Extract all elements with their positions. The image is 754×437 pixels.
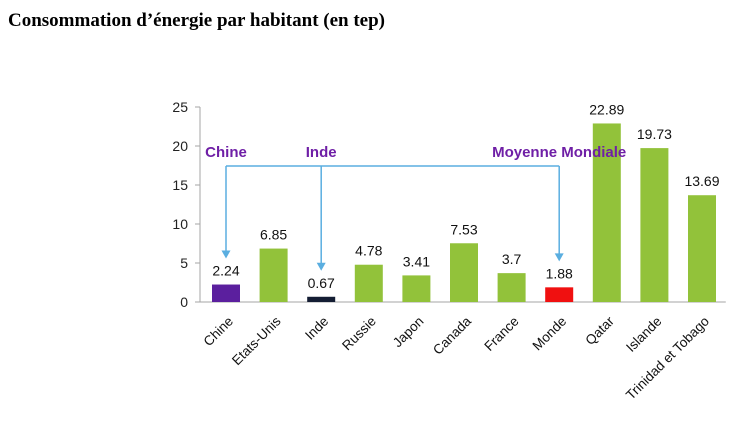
bar-russie (354, 264, 383, 302)
value-label: 13.69 (684, 173, 719, 189)
bar-chine (212, 284, 240, 302)
bar-japon (402, 275, 431, 302)
value-label: 6.85 (260, 227, 287, 243)
value-label: 7.53 (450, 221, 477, 237)
y-tick-label: 5 (180, 255, 188, 271)
value-label: 1.88 (546, 265, 573, 281)
category-label: France (481, 314, 521, 354)
category-label: Qatar (582, 313, 617, 348)
value-label: 2.24 (212, 263, 239, 279)
y-tick-label: 0 (180, 294, 188, 310)
annotation-label: Chine (205, 144, 247, 161)
page-title: Consommation d’énergie par habitant (en … (8, 10, 386, 31)
bar-canada (450, 243, 478, 302)
category-label: Monde (530, 314, 570, 354)
bar-islande (640, 148, 669, 302)
value-label: 0.67 (308, 275, 335, 291)
category-label: Chine (201, 314, 237, 350)
category-label: Etats-Unis (229, 313, 284, 368)
value-label: 4.78 (355, 243, 382, 259)
category-label: Russie (339, 314, 379, 354)
category-label: Japon (390, 314, 427, 351)
value-label: 3.7 (502, 251, 522, 267)
y-tick-label: 10 (172, 216, 188, 232)
value-label: 3.41 (403, 253, 430, 269)
y-tick-label: 15 (172, 177, 188, 193)
bar-france (497, 273, 526, 302)
bars (212, 123, 716, 302)
annotation-arrows (221, 165, 564, 271)
annotation-arrowhead (316, 262, 326, 271)
category-label: Trinidad et Tobago (623, 314, 712, 403)
bar-qatar (592, 123, 621, 302)
y-tick-label: 25 (172, 99, 188, 115)
annotation-label: Inde (306, 144, 337, 161)
y-tick-label: 20 (172, 138, 188, 154)
annotation-arrowhead (221, 250, 231, 259)
annotation-label: Moyenne Mondiale (492, 144, 626, 161)
category-label: Islande (623, 314, 664, 355)
value-label: 19.73 (637, 126, 672, 142)
value-label: 22.89 (589, 101, 624, 117)
bar-etats-unis (259, 248, 288, 302)
category-label: Inde (302, 314, 331, 343)
bar-monde (545, 287, 574, 302)
category-label: Canada (430, 313, 474, 357)
annotation-arrowhead (554, 253, 564, 262)
bar-inde (307, 296, 336, 302)
bar-trinidad-et-tobago (688, 195, 716, 302)
